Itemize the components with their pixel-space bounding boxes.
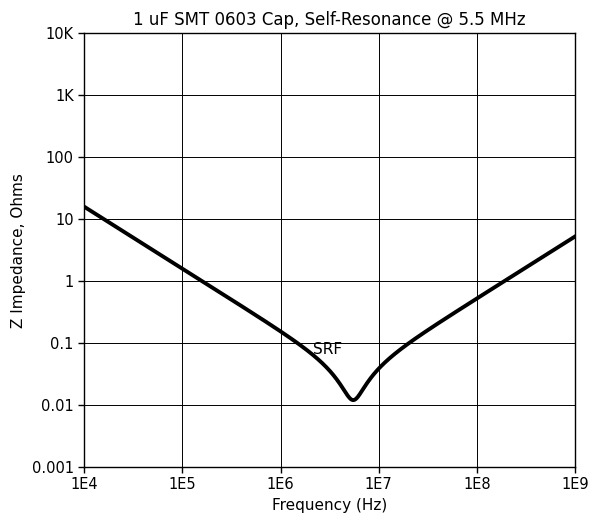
Y-axis label: Z Impedance, Ohms: Z Impedance, Ohms — [11, 173, 26, 328]
X-axis label: Frequency (Hz): Frequency (Hz) — [272, 498, 387, 513]
Text: SRF: SRF — [313, 342, 343, 357]
Title: 1 uF SMT 0603 Cap, Self-Resonance @ 5.5 MHz: 1 uF SMT 0603 Cap, Self-Resonance @ 5.5 … — [133, 11, 526, 29]
